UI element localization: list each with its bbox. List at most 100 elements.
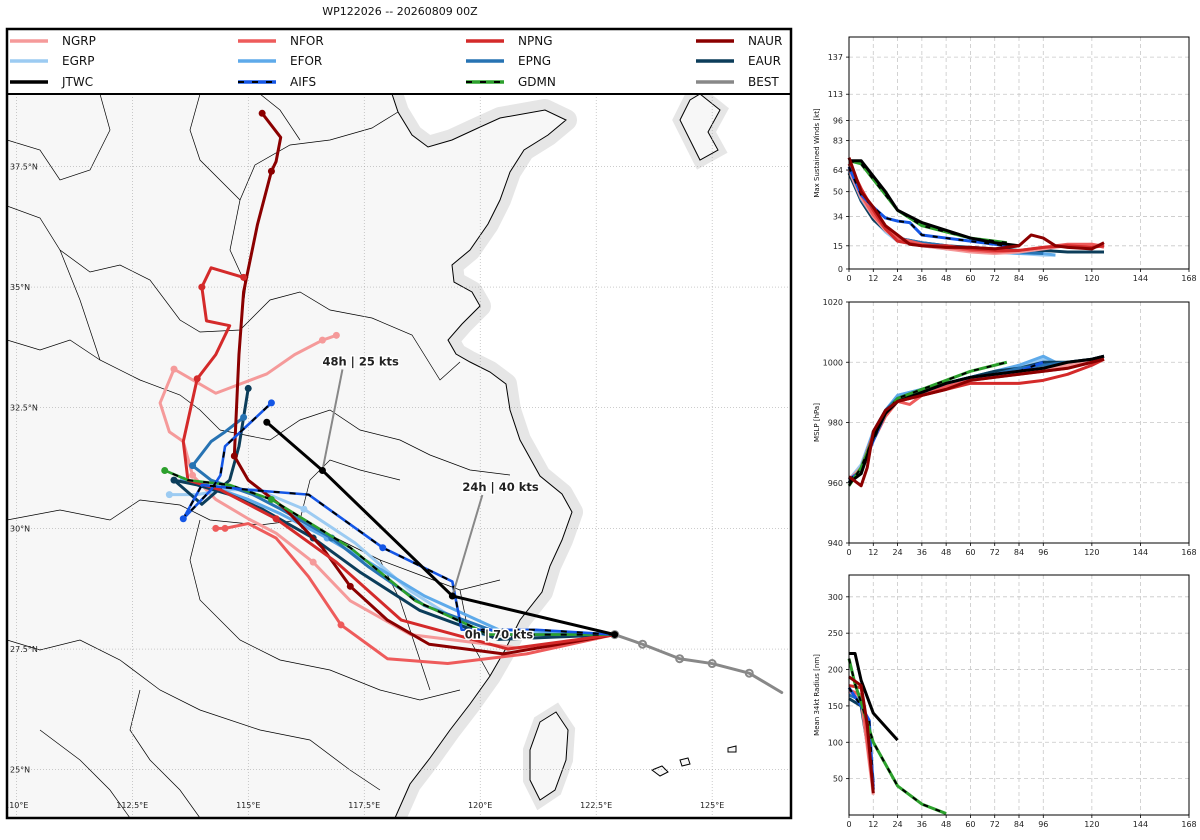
- y-tick-label: 980: [828, 419, 843, 428]
- track-annotation: 48h | 25 kts: [322, 354, 399, 368]
- track-ngrp: [158, 333, 617, 651]
- y-tick-label: 250: [828, 629, 843, 638]
- track-point: [240, 273, 248, 281]
- best-marker: [707, 659, 717, 669]
- lat-tick-label: 27.5°N: [10, 645, 38, 654]
- track-best: [613, 633, 784, 695]
- series-jtwc: [849, 159, 1020, 248]
- legend-item-npng: NPNG: [466, 34, 553, 48]
- y-tick-label: 150: [828, 702, 843, 711]
- track-point: [212, 524, 220, 532]
- legend-item-epng: EPNG: [466, 54, 551, 68]
- y-tick-label: 300: [828, 593, 843, 602]
- map-gridlines: [7, 94, 791, 818]
- x-tick-label: 48: [941, 274, 951, 283]
- annotation-point: [611, 631, 619, 639]
- x-tick-label: 84: [1014, 274, 1024, 283]
- legend-item-eaur: EAUR: [696, 54, 781, 68]
- annotation-leader: [321, 369, 344, 471]
- x-tick-label: 168: [1181, 548, 1196, 557]
- track-point: [193, 375, 201, 383]
- legend-label: NPNG: [518, 34, 553, 48]
- track-point: [170, 365, 178, 373]
- track-point: [258, 109, 266, 117]
- annotation-point: [448, 592, 456, 600]
- y-tick-label: 64: [833, 166, 843, 175]
- track-point: [165, 491, 173, 499]
- track-annotation: 0h | 70 kts: [465, 628, 534, 642]
- y-tick-label: 15: [833, 242, 843, 251]
- lat-tick-label: 37.5°N: [10, 162, 38, 171]
- legend-label: BEST: [748, 75, 779, 89]
- track-nfor: [214, 522, 617, 666]
- legend-label: NFOR: [290, 34, 324, 48]
- track-point: [189, 471, 197, 479]
- panel-frame: [848, 301, 1190, 544]
- lon-tick-label: 125°E: [700, 801, 724, 810]
- best-marker: [675, 654, 685, 664]
- panel-frame: [848, 574, 1190, 816]
- x-tick-label: 168: [1181, 820, 1196, 829]
- track-gdmn-dash: [164, 469, 615, 636]
- legend-label: AIFS: [290, 75, 316, 89]
- best-marker: [744, 668, 754, 678]
- track-npng: [181, 266, 617, 651]
- track-point: [179, 515, 187, 523]
- track-point: [244, 384, 252, 392]
- lat-tick-label: 30°N: [10, 524, 30, 533]
- taiwan-land: [529, 711, 569, 801]
- track-point: [318, 336, 326, 344]
- track-point: [230, 452, 238, 460]
- track-point: [170, 476, 178, 484]
- track-point: [267, 399, 275, 407]
- legend-label: EFOR: [290, 54, 322, 68]
- track-jtwc: [265, 420, 617, 637]
- track-lines: [158, 109, 784, 695]
- track-point: [240, 413, 248, 421]
- figure-title: WP122026 -- 20260809 00Z: [322, 5, 478, 18]
- y-tick-label: 113: [828, 90, 843, 99]
- legend-item-best: BEST: [696, 75, 779, 89]
- lon-tick-label: 110°E: [4, 801, 28, 810]
- lat-tick-label: 32.5°N: [10, 404, 38, 413]
- legend-label: EAUR: [748, 54, 781, 68]
- legend-item-ngrp: NGRP: [10, 34, 96, 48]
- legend-item-aifs: AIFS: [238, 75, 316, 89]
- x-tick-label: 144: [1133, 274, 1148, 283]
- track-point: [332, 331, 340, 339]
- x-tick-label: 0: [846, 820, 851, 829]
- y-tick-label: 0: [838, 265, 843, 274]
- series-lines: [847, 354, 1105, 488]
- y-axis-label: Max Sustained Winds [kt]: [813, 108, 821, 198]
- lon-tick-label: 117.5°E: [348, 801, 380, 810]
- x-tick-label: 60: [965, 548, 975, 557]
- track-annotation: 24h | 40 kts: [462, 480, 539, 494]
- x-tick-label: 144: [1133, 548, 1148, 557]
- x-tick-label: 12: [868, 548, 878, 557]
- x-tick-label: 96: [1038, 548, 1048, 557]
- x-tick-label: 120: [1084, 274, 1099, 283]
- y-tick-label: 50: [833, 188, 843, 197]
- korea-land: [679, 94, 721, 161]
- series-jtwc: [848, 354, 1105, 484]
- intensity-panel: 0 12 24 36 48 60 72 84 96 120 144 168 0 15 34 50 64 83 96 1…: [813, 36, 1197, 283]
- radius-panel: 0 12 24 36 48 60 72 84 96 120 144 168 50 100 150 200 250…: [813, 574, 1197, 829]
- legend-item-jtwc: JTWC: [10, 75, 93, 89]
- x-tick-label: 60: [965, 820, 975, 829]
- x-tick-label: 48: [941, 820, 951, 829]
- y-axis-label: Mean 34kt Radius [nm]: [813, 654, 821, 736]
- track-point: [379, 544, 387, 552]
- track-point: [198, 283, 206, 291]
- track-annotations: 0h | 70 kts 24h | 40 kts 48h | 25 kts: [318, 353, 619, 643]
- series-lines: [847, 157, 1105, 257]
- legend-item-efor: EFOR: [238, 54, 322, 68]
- track-point: [309, 558, 317, 566]
- x-tick-label: 36: [917, 820, 927, 829]
- x-tick-label: 144: [1133, 820, 1148, 829]
- track-point: [300, 505, 308, 513]
- legend-item-nfor: NFOR: [238, 34, 324, 48]
- legend-item-egrp: EGRP: [10, 54, 94, 68]
- x-tick-label: 12: [868, 274, 878, 283]
- series-jtwc: [849, 652, 899, 742]
